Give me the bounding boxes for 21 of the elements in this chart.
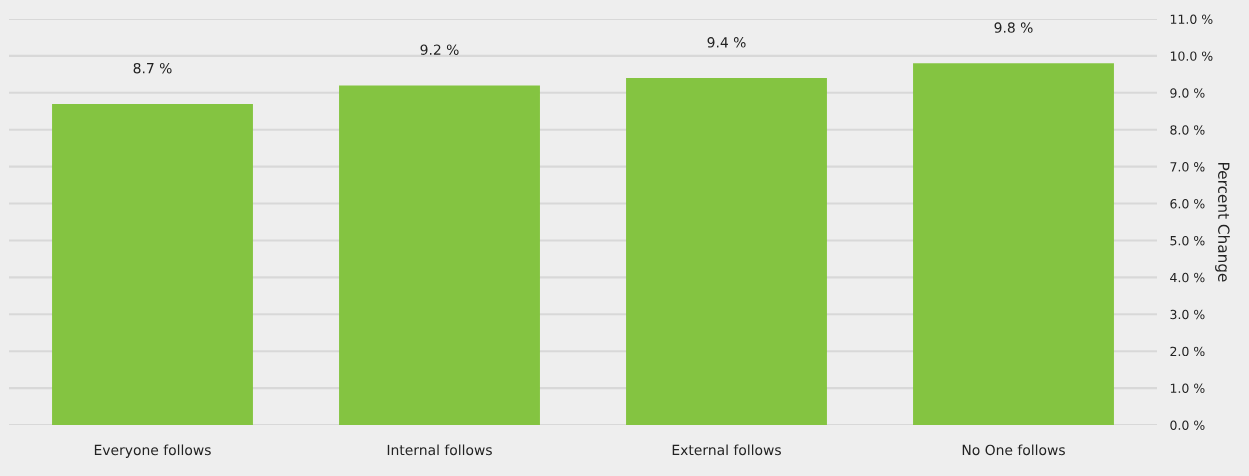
y-tick-label: 2.0 % bbox=[1170, 346, 1205, 357]
x-tick-label: Everyone follows bbox=[94, 444, 211, 458]
data-label: 9.8 % bbox=[994, 22, 1033, 33]
data-label: 8.7 % bbox=[133, 62, 172, 74]
y-tick-label: 0.0 % bbox=[1170, 420, 1205, 430]
y-tick-label: 11.0 % bbox=[1170, 14, 1213, 24]
data-label: 9.4 % bbox=[707, 37, 746, 48]
y-tick-label: 7.0 % bbox=[1170, 162, 1205, 172]
y-tick-label: 5.0 % bbox=[1170, 235, 1205, 246]
y-tick-label: 1.0 % bbox=[1170, 383, 1205, 394]
y-tick-label: 10.0 % bbox=[1170, 51, 1213, 61]
y-tick-label: 9.0 % bbox=[1170, 88, 1205, 98]
y-axis-title: Percent Change bbox=[1215, 163, 1230, 282]
y-tick-label: 6.0 % bbox=[1170, 199, 1205, 209]
data-label: 9.2 % bbox=[420, 44, 459, 55]
x-tick-label: External follows bbox=[672, 444, 781, 456]
x-tick-label: Internal follows bbox=[387, 444, 492, 456]
y-tick-label: 8.0 % bbox=[1170, 125, 1205, 135]
x-tick-label: No One follows bbox=[962, 444, 1065, 456]
y-tick-label: 4.0 % bbox=[1170, 272, 1205, 283]
y-tick-label: 3.0 % bbox=[1170, 309, 1205, 320]
